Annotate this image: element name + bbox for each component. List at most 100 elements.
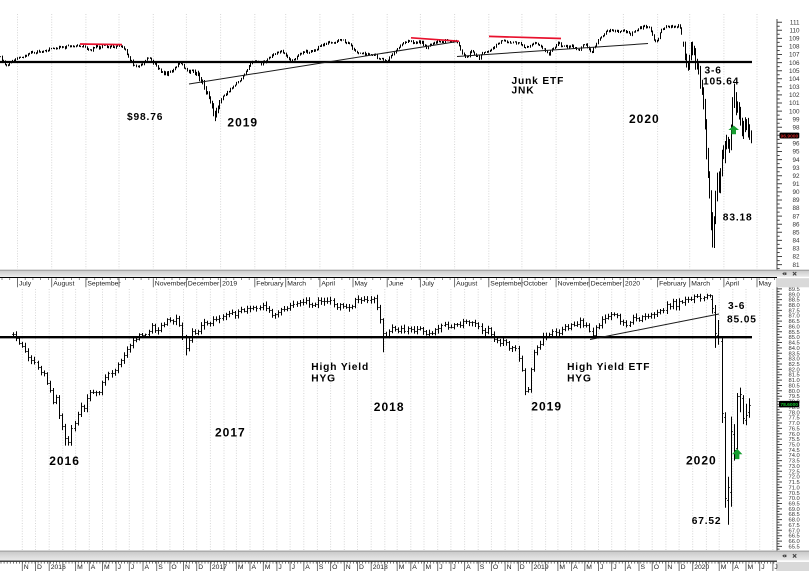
svg-text:77.0: 77.0 [789,421,800,427]
svg-text:85.0: 85.0 [789,335,800,341]
svg-text:75.5: 75.5 [789,437,800,443]
svg-text:82: 82 [792,254,800,261]
svg-text:HYG: HYG [567,374,592,385]
svg-text:79.5: 79.5 [789,394,800,400]
svg-text:S: S [319,564,324,571]
svg-text:73.5: 73.5 [789,459,800,465]
svg-text:68.5: 68.5 [789,512,800,518]
svg-text:JNK: JNK [512,85,535,96]
svg-text:111: 111 [790,19,800,26]
svg-text:89.5: 89.5 [789,287,800,293]
svg-text:2020: 2020 [629,112,660,126]
svg-text:67.0: 67.0 [789,528,800,534]
svg-text:2019: 2019 [227,116,258,130]
svg-text:J: J [292,564,295,571]
svg-text:April: April [321,280,335,287]
svg-text:94: 94 [792,157,800,164]
svg-text:88.0: 88.0 [789,303,800,309]
svg-text:80.5: 80.5 [789,384,800,390]
svg-text:78.0: 78.0 [789,410,800,416]
svg-text:2016: 2016 [49,454,80,468]
svg-text:D: D [37,564,42,571]
svg-text:66.5: 66.5 [789,534,800,540]
svg-text:A: A [734,564,739,571]
svg-text:93: 93 [792,165,800,172]
svg-text:2018: 2018 [373,564,388,571]
svg-text:87.5: 87.5 [789,308,800,314]
svg-text:M: M [265,564,271,571]
svg-text:D: D [359,564,364,571]
svg-text:O: O [171,564,176,571]
svg-text:75.0: 75.0 [789,443,800,449]
svg-text:86.5: 86.5 [789,319,800,325]
svg-text:M: M [77,564,83,571]
svg-text:M: M [586,564,592,571]
svg-text:October: October [523,280,548,287]
svg-text:83.0: 83.0 [789,357,800,363]
svg-text:May: May [759,280,772,287]
svg-text:O: O [332,564,337,571]
svg-text:81.5: 81.5 [789,373,800,379]
svg-text:71.5: 71.5 [789,480,800,486]
svg-text:82.5: 82.5 [789,362,800,368]
svg-text:December: December [591,280,623,287]
svg-text:2019: 2019 [534,564,549,571]
svg-text:D: D [681,564,686,571]
svg-text:A: A [573,564,578,571]
svg-text:A: A [91,564,96,571]
svg-text:M: M [721,564,727,571]
svg-text:100: 100 [789,108,800,115]
svg-text:J: J [613,564,616,571]
svg-text:108: 108 [789,44,800,51]
svg-text:M: M [399,564,405,571]
svg-text:2020: 2020 [694,564,709,571]
svg-text:July: July [422,280,435,287]
svg-text:M: M [104,564,110,571]
svg-text:82.0: 82.0 [789,367,800,373]
svg-text:November: November [558,280,590,287]
svg-text:87.0: 87.0 [789,314,800,320]
svg-text:September: September [490,280,524,287]
svg-text:78.5: 78.5 [789,405,800,411]
svg-text:95: 95 [792,149,800,156]
svg-text:81: 81 [792,262,800,269]
svg-text:December: December [188,280,220,287]
svg-text:February: February [659,280,687,287]
svg-text:A: A [627,564,632,571]
svg-text:101: 101 [789,100,800,107]
svg-text:69.0: 69.0 [789,507,800,513]
svg-text:HYG: HYG [311,374,336,385]
svg-text:72.0: 72.0 [789,475,800,481]
svg-text:90: 90 [792,189,800,196]
svg-text:May: May [355,280,368,287]
svg-text:85.5: 85.5 [789,330,800,336]
svg-text:84: 84 [792,238,800,245]
svg-text:87: 87 [792,213,800,220]
svg-text:2017: 2017 [212,564,227,571]
svg-text:August: August [53,280,74,287]
svg-text:66.0: 66.0 [789,539,800,545]
svg-text:83.18: 83.18 [723,212,753,223]
svg-text:J: J [452,564,455,571]
svg-text:68.0: 68.0 [789,518,800,524]
svg-text:89.0: 89.0 [789,292,800,298]
svg-text:83: 83 [792,246,800,253]
svg-text:A: A [466,564,471,571]
svg-text:J: J [439,564,442,571]
svg-text:92: 92 [792,173,800,180]
svg-text:September: September [87,280,121,287]
svg-text:84.5: 84.5 [789,341,800,347]
svg-text:M: M [426,564,432,571]
svg-text:106: 106 [789,60,800,67]
svg-text:84.0: 84.0 [789,346,800,352]
svg-text:J: J [278,564,281,571]
svg-text:N: N [346,564,351,571]
svg-text:November: November [155,280,187,287]
svg-text:109: 109 [789,36,800,43]
svg-text:J: J [761,564,764,571]
svg-text:August: August [456,280,477,287]
svg-text:105: 105 [789,68,800,75]
svg-text:2018: 2018 [374,400,405,414]
svg-text:103: 103 [789,84,800,91]
svg-text:77.5: 77.5 [789,416,800,422]
